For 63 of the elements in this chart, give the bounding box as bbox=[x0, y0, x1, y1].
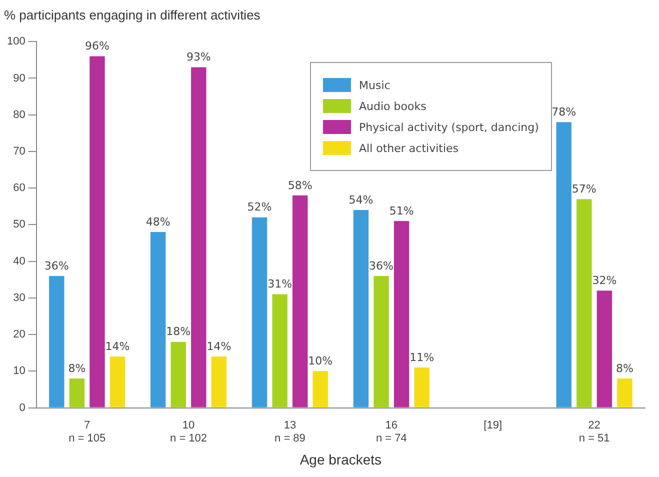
bar bbox=[374, 276, 389, 408]
x-axis-title: Age brackets bbox=[300, 451, 382, 468]
bar bbox=[49, 276, 64, 408]
y-tick-label: 10 bbox=[13, 365, 26, 378]
bar bbox=[353, 210, 369, 408]
bar bbox=[312, 371, 328, 408]
bar bbox=[576, 199, 592, 408]
x-tick-label: 13 n = 89 bbox=[274, 419, 306, 445]
data-label: 52% bbox=[247, 200, 272, 214]
data-label: 54% bbox=[348, 193, 374, 206]
y-tick-label: 80 bbox=[13, 108, 26, 121]
y-tick-label: 50 bbox=[13, 218, 26, 231]
data-label: 48% bbox=[146, 215, 170, 228]
y-tick-label: 60 bbox=[13, 182, 26, 194]
x-tick-label: 22 n = 51 bbox=[578, 419, 610, 445]
y-tick-label: 30 bbox=[13, 292, 26, 304]
legend-label: Music bbox=[359, 78, 390, 92]
bar bbox=[414, 368, 430, 408]
bar bbox=[252, 217, 268, 408]
bar bbox=[211, 356, 227, 408]
data-label: 57% bbox=[572, 182, 596, 196]
bar bbox=[110, 356, 126, 408]
data-label: 32% bbox=[592, 274, 617, 287]
bar bbox=[292, 195, 308, 408]
y-tick-label: 70 bbox=[13, 145, 26, 158]
bar bbox=[90, 56, 105, 408]
bar bbox=[617, 378, 632, 408]
y-tick-label: 20 bbox=[13, 328, 26, 341]
data-label: 11% bbox=[410, 350, 434, 364]
bar bbox=[191, 67, 206, 408]
y-tick-label: 100 bbox=[6, 36, 26, 48]
bar bbox=[556, 122, 572, 408]
data-label: 36% bbox=[44, 259, 69, 272]
data-label: 78% bbox=[552, 106, 576, 119]
data-label: 8% bbox=[616, 362, 634, 375]
bar bbox=[596, 290, 612, 408]
data-label: 58% bbox=[288, 178, 312, 192]
data-label: 10% bbox=[308, 354, 333, 368]
y-axis-title: % participants engaging in different activities bbox=[4, 7, 261, 22]
legend-label: Physical activity (sport, dancing) bbox=[359, 120, 539, 134]
bar bbox=[170, 342, 186, 408]
data-label: 18% bbox=[166, 325, 191, 338]
data-label: 14% bbox=[105, 340, 130, 353]
legend-label: Audio books bbox=[359, 100, 426, 112]
data-label: 93% bbox=[186, 50, 211, 64]
data-label: 96% bbox=[84, 40, 110, 53]
x-tick-label: [19] bbox=[484, 419, 502, 432]
y-tick-label: 0 bbox=[19, 402, 26, 414]
data-label: 8% bbox=[68, 362, 86, 375]
data-label: 14% bbox=[206, 340, 232, 353]
bar bbox=[394, 221, 410, 408]
legend-label: All other activities bbox=[359, 142, 459, 154]
bar bbox=[150, 232, 166, 408]
data-label: 51% bbox=[389, 204, 414, 218]
data-label: 36% bbox=[369, 259, 394, 272]
y-tick-label: 90 bbox=[13, 72, 26, 84]
x-tick-label: 7 n = 105 bbox=[68, 419, 106, 445]
data-label: 31% bbox=[268, 278, 292, 291]
x-tick-label: 16 n = 74 bbox=[376, 419, 407, 445]
bar bbox=[272, 294, 288, 408]
bar bbox=[69, 378, 85, 408]
x-tick-label: 10 n = 102 bbox=[170, 419, 208, 445]
y-tick-label: 40 bbox=[13, 255, 26, 268]
